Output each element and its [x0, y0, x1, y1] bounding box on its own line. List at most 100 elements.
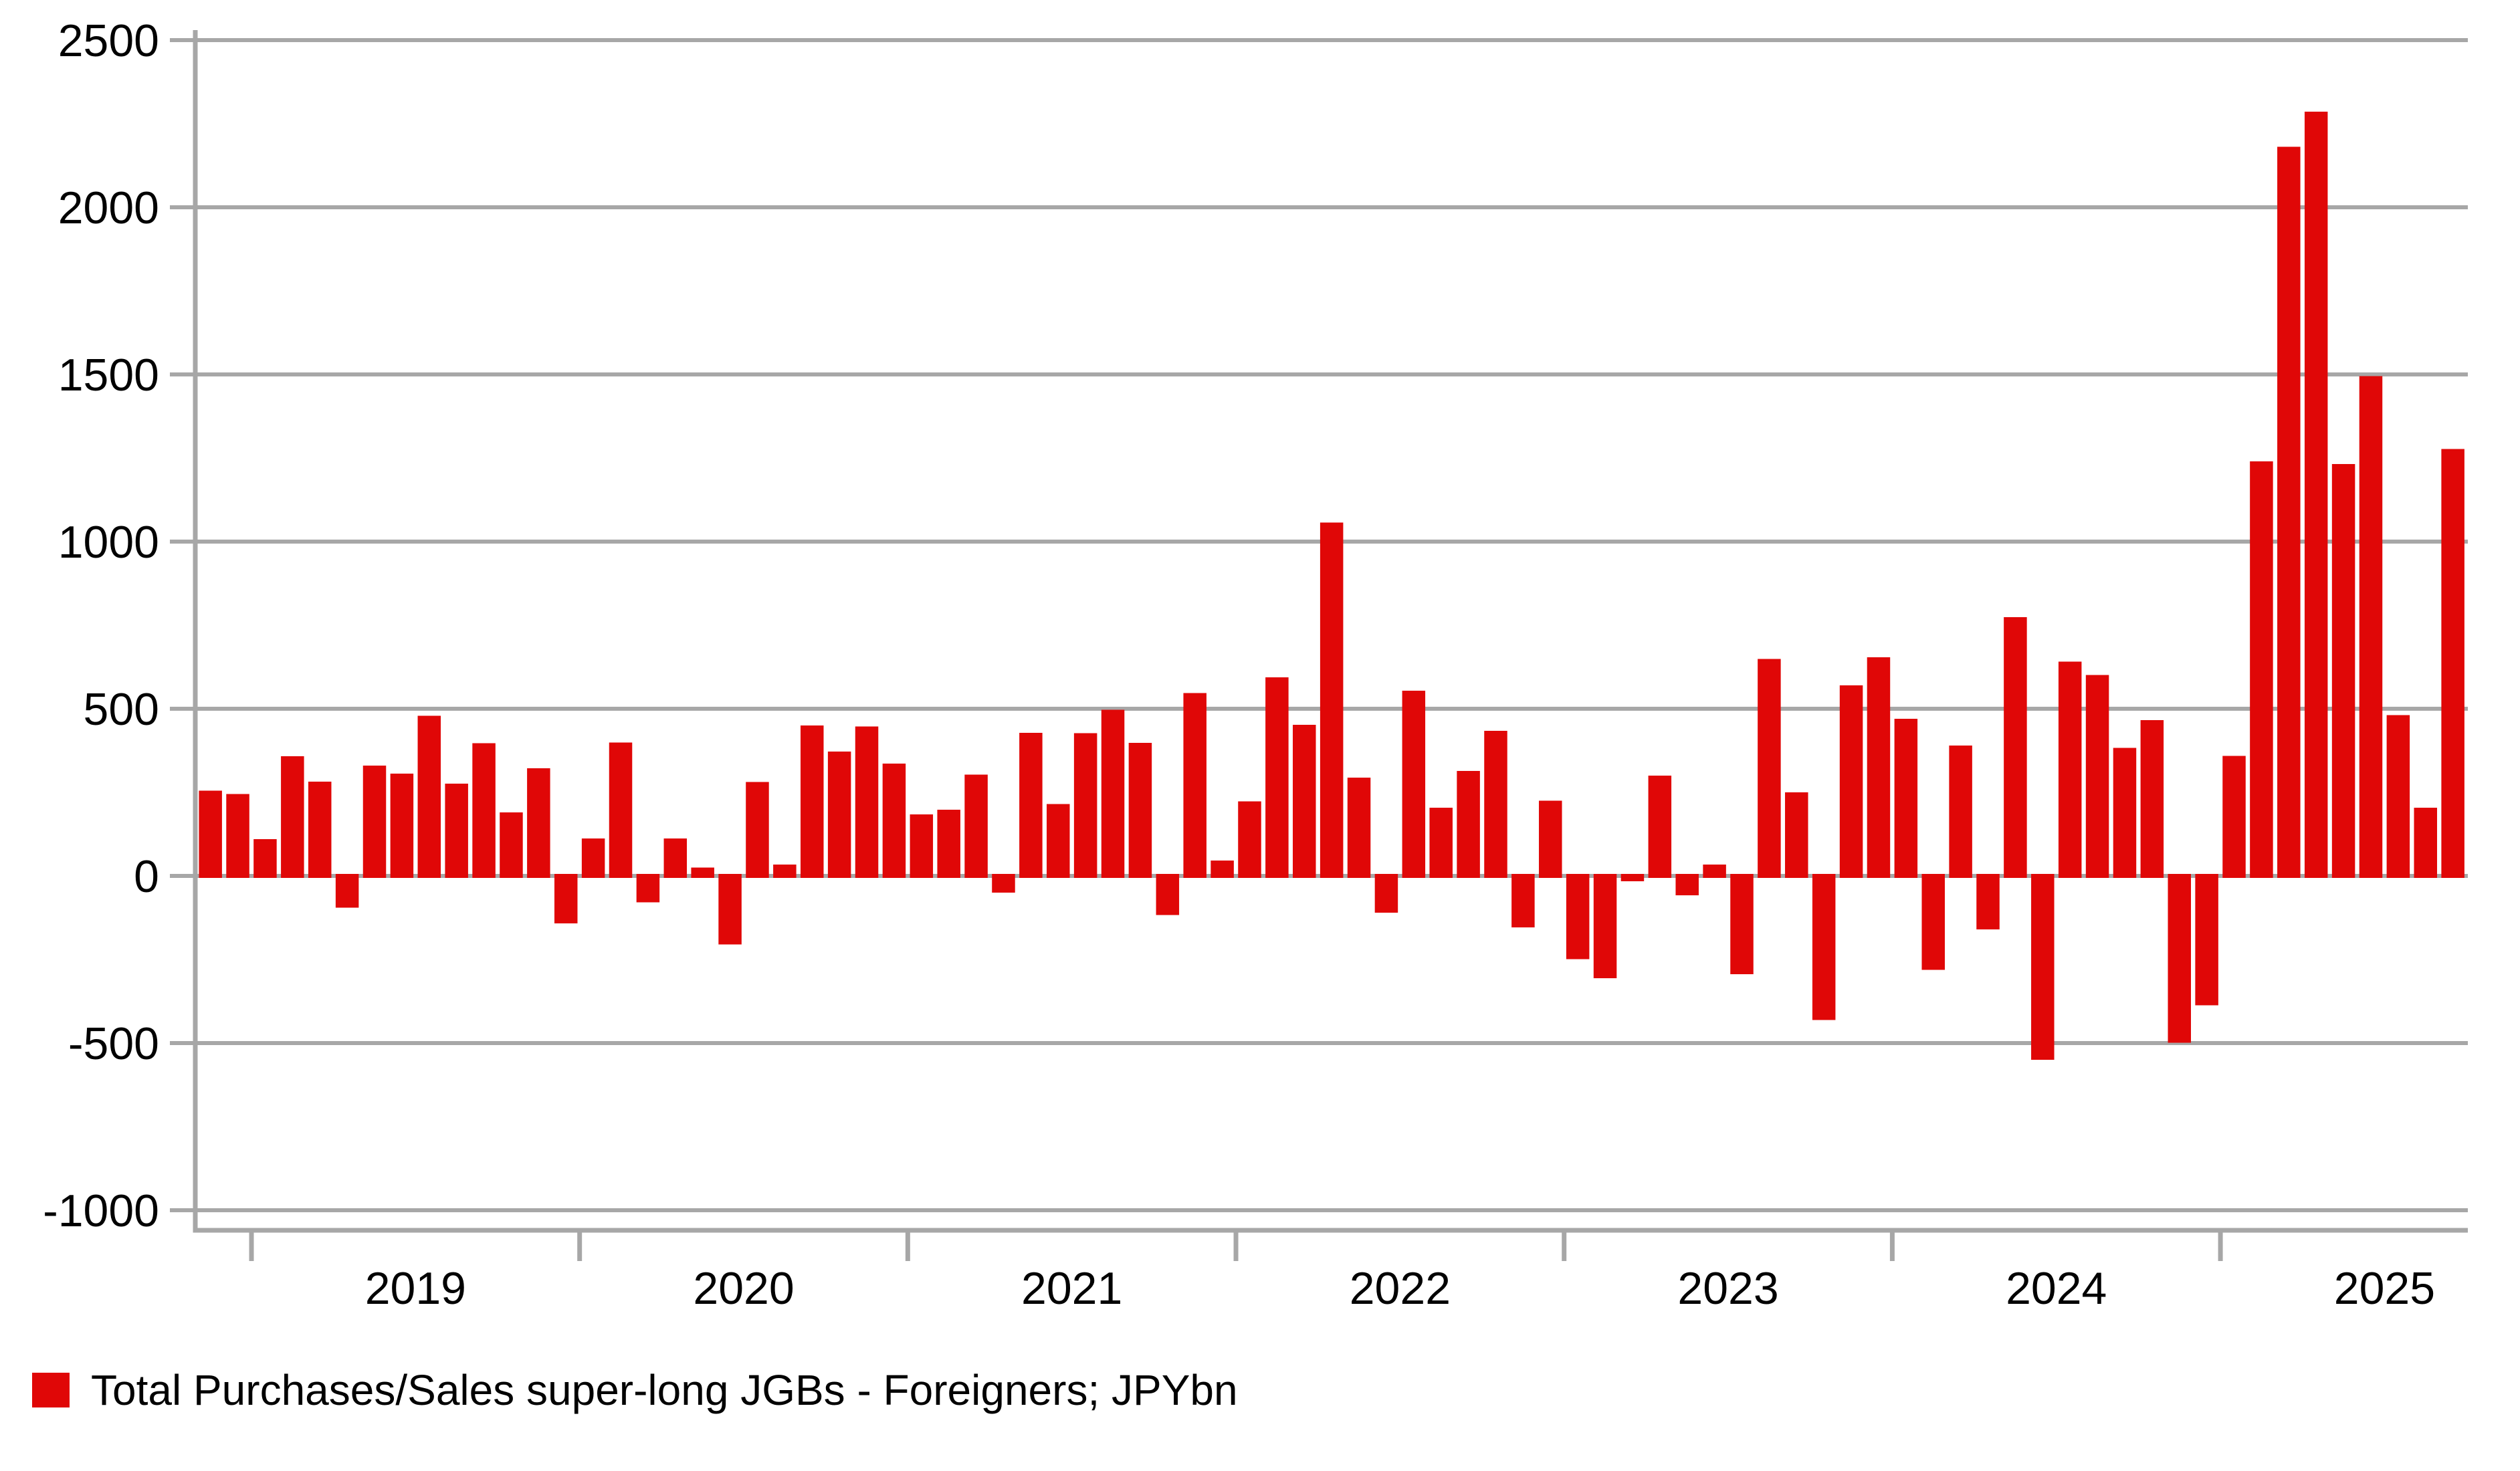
- y-axis-label: 2500: [58, 15, 159, 66]
- bar: [1457, 771, 1480, 878]
- y-axis-label: 0: [134, 851, 159, 902]
- bar: [1238, 801, 1261, 878]
- bar: [308, 782, 332, 878]
- bar: [1429, 808, 1453, 878]
- bar: [800, 725, 824, 878]
- bar: [417, 715, 441, 878]
- bar: [1839, 685, 1863, 878]
- bar: [362, 766, 387, 878]
- bar: [1921, 874, 1945, 970]
- bar: [1183, 693, 1206, 878]
- bar: [1648, 776, 1672, 878]
- legend-swatch: [32, 1373, 70, 1407]
- bar: [2085, 675, 2109, 878]
- y-axis-label: -500: [68, 1018, 159, 1069]
- bar: [2414, 808, 2438, 878]
- bar: [773, 865, 797, 878]
- x-axis-label: 2022: [1350, 1263, 1451, 1314]
- bar: [1156, 874, 1180, 915]
- bar: [2277, 146, 2301, 878]
- x-axis-label: 2020: [693, 1263, 794, 1314]
- bar: [554, 874, 578, 923]
- bar: [1484, 731, 1507, 878]
- legend-label: Total Purchases/Sales super-long JGBs - …: [91, 1366, 1238, 1414]
- bar: [1402, 691, 1426, 878]
- bar: [1867, 657, 1891, 878]
- bar: [281, 756, 304, 878]
- bar: [2004, 617, 2027, 878]
- bar: [2304, 112, 2328, 878]
- x-axis-label: 2024: [2006, 1263, 2107, 1314]
- bar: [1593, 874, 1617, 978]
- bar: [910, 814, 934, 878]
- bar: [1539, 800, 1562, 878]
- bar: [1047, 804, 1070, 878]
- bar: [390, 774, 414, 878]
- bar: [855, 726, 879, 878]
- bar: [1293, 725, 1316, 878]
- bar: [253, 839, 277, 878]
- bar: [1675, 874, 1699, 895]
- bar: [718, 874, 742, 945]
- bar: [1812, 874, 1836, 1020]
- bars: [199, 112, 2464, 1060]
- bar: [882, 764, 906, 878]
- bar: [472, 743, 496, 878]
- axes: [193, 30, 2468, 1233]
- bar: [1785, 792, 1808, 878]
- bar: [1019, 733, 1043, 878]
- bar: [2113, 748, 2137, 878]
- bar: [2250, 461, 2273, 878]
- bar: [663, 838, 688, 878]
- bar: [1211, 861, 1234, 878]
- bar: [1101, 709, 1125, 878]
- bar: [2222, 756, 2246, 878]
- legend: Total Purchases/Sales super-long JGBs - …: [32, 1365, 1238, 1415]
- bar: [964, 774, 988, 878]
- bar: [1949, 746, 1972, 878]
- bar: [1374, 874, 1398, 913]
- x-axis-label: 2019: [365, 1263, 466, 1314]
- axis-ticks: [170, 38, 2223, 1261]
- bar: [992, 874, 1015, 893]
- bar: [636, 874, 660, 903]
- bar: [2031, 874, 2055, 1060]
- bar: [937, 810, 960, 878]
- x-axis-label: 2023: [1677, 1263, 1778, 1314]
- x-axis-label: 2021: [1021, 1263, 1122, 1314]
- bar: [691, 867, 714, 878]
- y-axis-label: 500: [84, 684, 159, 735]
- bar: [1347, 778, 1371, 878]
- bar: [1620, 874, 1645, 881]
- bar: [500, 812, 523, 878]
- bar: [2195, 874, 2218, 1006]
- y-axis-labels: 2500 2000 1500 1000 500 0 -500 -1000: [43, 15, 159, 1236]
- bar: [1976, 874, 2000, 929]
- bar: [1566, 874, 1590, 959]
- bar: [2386, 715, 2410, 878]
- bar: [1894, 719, 1918, 878]
- bar: [199, 790, 222, 878]
- bar: [226, 794, 249, 878]
- bar: [2168, 874, 2191, 1043]
- bar: [2331, 464, 2355, 878]
- bar: [609, 742, 633, 878]
- bar: [746, 782, 769, 878]
- bar: [1265, 677, 1289, 878]
- x-axis-label: 2025: [2334, 1263, 2435, 1314]
- bar: [827, 752, 851, 878]
- bar: [335, 874, 359, 908]
- y-axis-label: 1000: [58, 517, 159, 568]
- bar: [1703, 865, 1726, 878]
- bar: [1730, 874, 1754, 974]
- y-axis-label: -1000: [43, 1185, 159, 1236]
- bar: [1073, 733, 1097, 878]
- y-axis-label: 1500: [58, 350, 159, 401]
- bar: [2441, 449, 2464, 878]
- bar: [1511, 874, 1535, 927]
- bar: [527, 768, 550, 878]
- bar: [2140, 720, 2164, 878]
- bar: [2058, 661, 2082, 878]
